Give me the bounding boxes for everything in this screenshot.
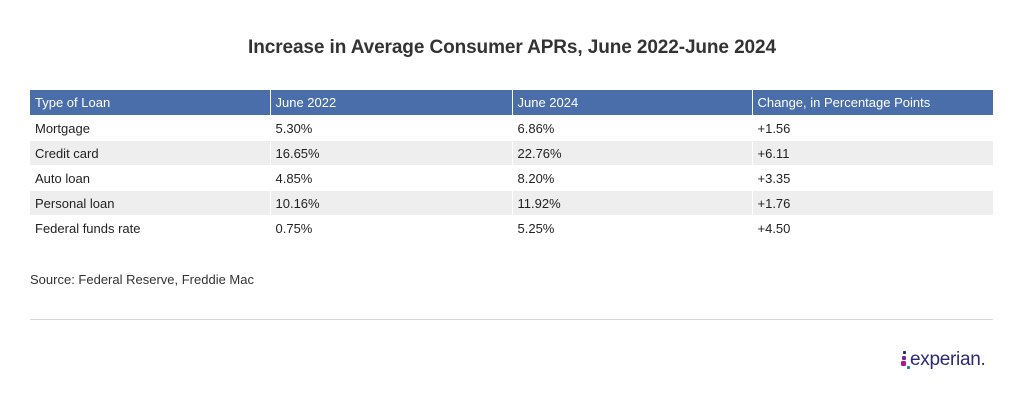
- table-header-row: Type of Loan June 2022 June 2024 Change,…: [30, 90, 993, 116]
- table-cell: 4.85%: [270, 165, 513, 191]
- column-header: Type of Loan: [30, 90, 271, 116]
- table-row: Federal funds rate 0.75% 5.25% +4.50: [30, 215, 993, 241]
- table-row: Mortgage 5.30% 6.86% +1.56: [30, 115, 993, 141]
- table-cell: +1.56: [752, 115, 993, 141]
- table-cell: +3.35: [752, 165, 993, 191]
- table-cell: Personal loan: [30, 190, 271, 216]
- table-row: Personal loan 10.16% 11.92% +1.76: [30, 190, 993, 216]
- table-cell: 16.65%: [270, 140, 513, 166]
- table-row: Credit card 16.65% 22.76% +6.11: [30, 140, 993, 166]
- table-cell: Mortgage: [30, 115, 271, 141]
- table-cell: 6.86%: [512, 115, 753, 141]
- table-cell: Credit card: [30, 140, 271, 166]
- table-cell: +4.50: [752, 215, 993, 241]
- column-header: Change, in Percentage Points: [752, 90, 993, 116]
- column-header: June 2022: [270, 90, 513, 116]
- table-row: Auto loan 4.85% 8.20% +3.35: [30, 165, 993, 191]
- table-cell: +1.76: [752, 190, 993, 216]
- experian-logo: experian.: [900, 348, 992, 372]
- table-cell: 11.92%: [512, 190, 753, 216]
- table-cell: 0.75%: [270, 215, 513, 241]
- divider: [30, 319, 993, 320]
- table-cell: 8.20%: [512, 165, 753, 191]
- experian-wordmark: experian.: [910, 349, 986, 370]
- column-header: June 2024: [512, 90, 753, 116]
- table-cell: +6.11: [752, 140, 993, 166]
- source-note: Source: Federal Reserve, Freddie Mac: [30, 272, 254, 287]
- table-cell: 22.76%: [512, 140, 753, 166]
- data-table: Type of Loan June 2022 June 2024 Change,…: [30, 90, 993, 241]
- table-cell: Auto loan: [30, 165, 271, 191]
- chart-title: Increase in Average Consumer APRs, June …: [248, 37, 776, 58]
- table-cell: 10.16%: [270, 190, 513, 216]
- experian-dots-icon: [901, 351, 910, 369]
- table-cell: 5.30%: [270, 115, 513, 141]
- table-cell: 5.25%: [512, 215, 753, 241]
- table-cell: Federal funds rate: [30, 215, 271, 241]
